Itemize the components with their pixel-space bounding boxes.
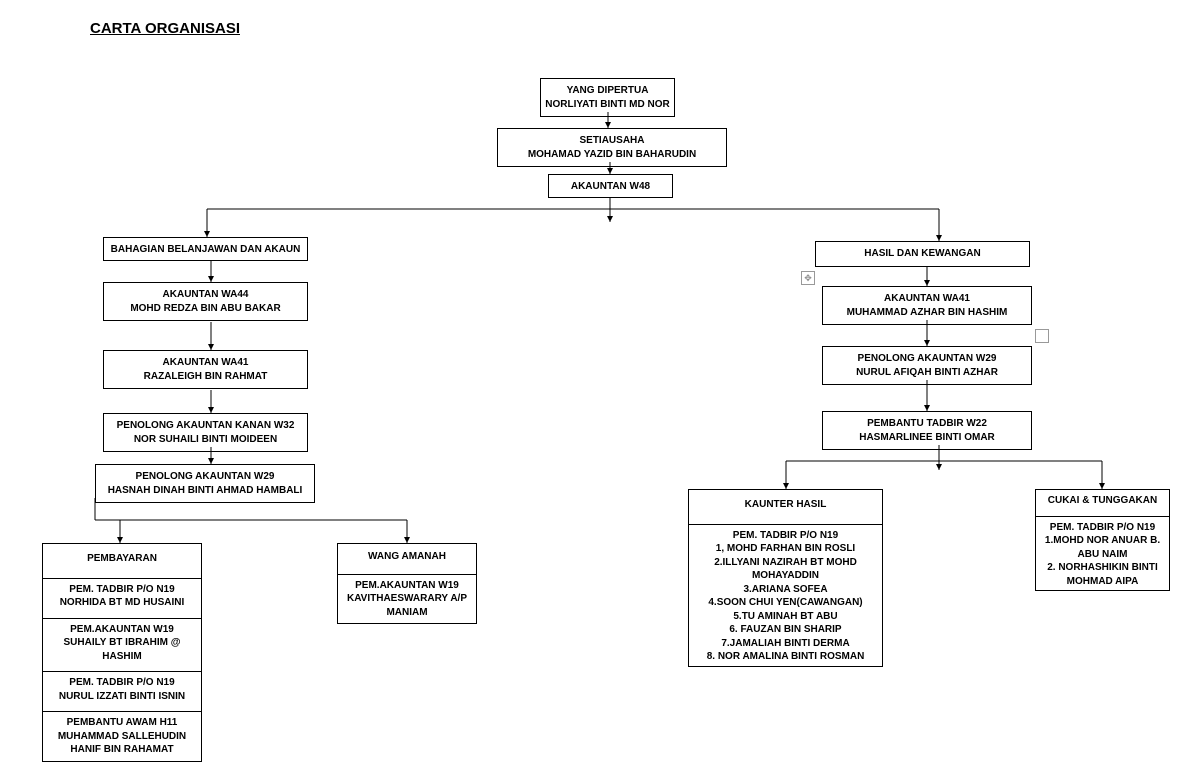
list-item: 2. NORHASHIKIN BINTI MOHMAD AIPA [1036,561,1169,588]
list-item: 6. FAUZAN BIN SHARIP [689,623,882,637]
node-wa41-right: AKAUNTAN WA41 MUHAMMAD AZHAR BIN HASHIM [822,286,1032,325]
list-items: 1.MOHD NOR ANUAR B. ABU NAIM2. NORHASHIK… [1036,534,1169,588]
node-title: AKAUNTAN W48 [571,181,650,192]
node-wang-amanah: WANG AMANAH PEM.AKAUNTAN W19KAVITHAESWAR… [337,543,477,624]
node-title: PENOLONG AKAUNTAN W29 [136,471,275,482]
node-header: KAUNTER HASIL [689,490,882,520]
list-item: 5.TU AMINAH BT ABU [689,610,882,624]
chart-title: CARTA ORGANISASI [90,20,240,37]
node-title: PENOLONG AKAUNTAN W29 [858,353,997,364]
list-item: PEM.AKAUNTAN W19KAVITHAESWARARY A/P MANI… [338,574,476,624]
node-header: PEMBAYARAN [43,544,201,574]
node-kaunter-hasil: KAUNTER HASIL PEM. TADBIR P/O N19 1, MOH… [688,489,883,667]
node-cukai-tunggakan: CUKAI & TUNGGAKAN PEM. TADBIR P/O N19 1.… [1035,489,1170,591]
list-item: 3.ARIANA SOFEA [689,583,882,597]
node-title: SETIAUSAHA [579,135,644,146]
list-item: PEM.AKAUNTAN W19SUHAILY BT IBRAHIM @ HAS… [43,618,201,668]
node-w29-left: PENOLONG AKAUNTAN W29 HASNAH DINAH BINTI… [95,464,315,503]
node-title: PEMBANTU TADBIR W22 [867,418,987,429]
node-title: YANG DIPERTUA [567,85,649,96]
node-pembayaran: PEMBAYARAN PEM. TADBIR P/O N19NORHIDA BT… [42,543,202,762]
node-akauntan-w48: AKAUNTAN W48 [548,174,673,198]
node-subheader: PEM. TADBIR P/O N19 1, MOHD FARHAN BIN R… [689,524,882,666]
node-subheader: PEM. TADBIR P/O N19 1.MOHD NOR ANUAR B. … [1036,516,1169,591]
node-title: AKAUNTAN WA44 [163,289,249,300]
node-title: BAHAGIAN BELANJAWAN DAN AKAUN [111,244,301,255]
node-wa44: AKAUNTAN WA44 MOHD REDZA BIN ABU BAKAR [103,282,308,321]
node-header: CUKAI & TUNGGAKAN [1036,490,1169,512]
node-name: NORLIYATI BINTI MD NOR [545,99,669,110]
resize-icon [1035,329,1049,343]
node-name: HASMARLINEE BINTI OMAR [859,432,995,443]
list-item: 2.ILLYANI NAZIRAH BT MOHD MOHAYADDIN [689,556,882,583]
node-title: AKAUNTAN WA41 [884,293,970,304]
node-name: MUHAMMAD AZHAR BIN HASHIM [847,307,1008,318]
list-item: PEM. TADBIR P/O N19NURUL IZZATI BINTI IS… [43,671,201,707]
node-wa41-left: AKAUNTAN WA41 RAZALEIGH BIN RAHMAT [103,350,308,389]
node-setiausaha: SETIAUSAHA MOHAMAD YAZID BIN BAHARUDIN [497,128,727,167]
list-item: 7.JAMALIAH BINTI DERMA [689,637,882,651]
node-bahagian-belanjawan: BAHAGIAN BELANJAWAN DAN AKAUN [103,237,308,261]
node-name: NOR SUHAILI BINTI MOIDEEN [134,434,277,445]
list-item: PEM. TADBIR P/O N19NORHIDA BT MD HUSAINI [43,578,201,614]
list-items: 1, MOHD FARHAN BIN ROSLI2.ILLYANI NAZIRA… [689,542,882,664]
node-name: MOHD REDZA BIN ABU BAKAR [130,303,280,314]
node-w22-right: PEMBANTU TADBIR W22 HASMARLINEE BINTI OM… [822,411,1032,450]
node-hasil-kewangan: HASIL DAN KEWANGAN [815,241,1030,267]
node-name: HASNAH DINAH BINTI AHMAD HAMBALI [108,485,303,496]
node-name: MOHAMAD YAZID BIN BAHARUDIN [528,149,696,160]
node-title: PENOLONG AKAUNTAN KANAN W32 [117,420,295,431]
node-w32: PENOLONG AKAUNTAN KANAN W32 NOR SUHAILI … [103,413,308,452]
node-header: WANG AMANAH [338,544,476,570]
list-item: 4.SOON CHUI YEN(CAWANGAN) [689,596,882,610]
node-name: NURUL AFIQAH BINTI AZHAR [856,367,998,378]
node-name: RAZALEIGH BIN RAHMAT [144,371,268,382]
node-w29-right: PENOLONG AKAUNTAN W29 NURUL AFIQAH BINTI… [822,346,1032,385]
node-yang-dipertua: YANG DIPERTUA NORLIYATI BINTI MD NOR [540,78,675,117]
list-item: 8. NOR AMALINA BINTI ROSMAN [689,650,882,664]
node-title: AKAUNTAN WA41 [163,357,249,368]
list-item: 1, MOHD FARHAN BIN ROSLI [689,542,882,556]
list-item: 1.MOHD NOR ANUAR B. ABU NAIM [1036,534,1169,561]
move-icon: ✥ [801,271,815,285]
list-item: PEMBANTU AWAM H11MUHAMMAD SALLEHUDIN HAN… [43,711,201,761]
node-title: HASIL DAN KEWANGAN [864,248,980,259]
